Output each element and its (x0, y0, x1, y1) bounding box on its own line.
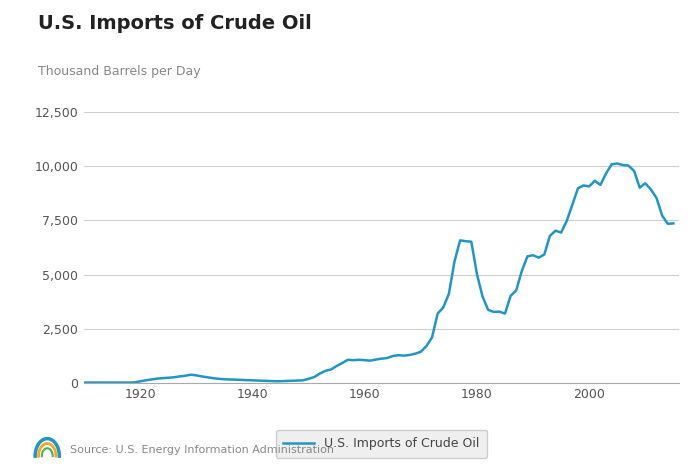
U.S. Imports of Crude Oil (97, 380, 105, 385)
U.S. Imports of Crude Oil (461, 239, 470, 244)
U.S. Imports of Crude Oil (80, 380, 88, 385)
U.S. Imports of Crude Oil (428, 335, 436, 340)
U.S. Imports of Crude Oil (591, 178, 599, 184)
U.S. Imports of Crude Oil (422, 343, 430, 349)
Line: U.S. Imports of Crude Oil: U.S. Imports of Crude Oil (84, 163, 673, 382)
U.S. Imports of Crude Oil (613, 161, 622, 166)
Legend: U.S. Imports of Crude Oil: U.S. Imports of Crude Oil (276, 430, 487, 458)
Text: U.S. Imports of Crude Oil: U.S. Imports of Crude Oil (38, 14, 312, 33)
Text: Thousand Barrels per Day: Thousand Barrels per Day (38, 65, 201, 78)
Text: Source: U.S. Energy Information Administration: Source: U.S. Energy Information Administ… (70, 446, 334, 455)
U.S. Imports of Crude Oil (484, 307, 492, 313)
U.S. Imports of Crude Oil (669, 220, 678, 226)
